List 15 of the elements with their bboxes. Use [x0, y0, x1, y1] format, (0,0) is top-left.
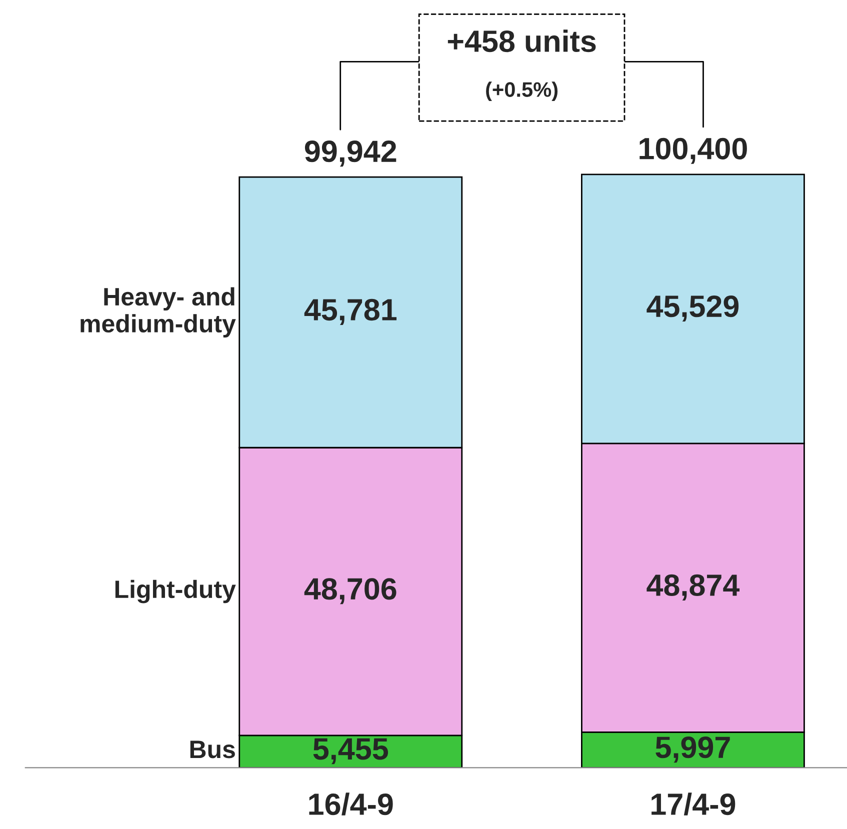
data-label: 48,706	[304, 578, 396, 604]
data-label: 5,455	[313, 738, 388, 764]
series-label: Light-duty	[115, 580, 236, 604]
x-tick-label: 17/4-9	[652, 792, 736, 816]
total-label: 100,400	[640, 138, 747, 164]
data-label: 45,529	[646, 295, 739, 322]
data-label: 45,781	[304, 298, 397, 325]
x-tick-label: 16/4-9	[309, 792, 393, 816]
text: (+0.5%)	[486, 82, 558, 102]
total-label: 99,942	[304, 140, 396, 167]
series-label: Heavy- and medium-duty	[80, 287, 236, 338]
data-label: 5,997	[656, 736, 730, 763]
text: +458 units	[448, 30, 596, 52]
data-label: 48,874	[646, 574, 740, 600]
series-label: Bus	[190, 740, 235, 758]
